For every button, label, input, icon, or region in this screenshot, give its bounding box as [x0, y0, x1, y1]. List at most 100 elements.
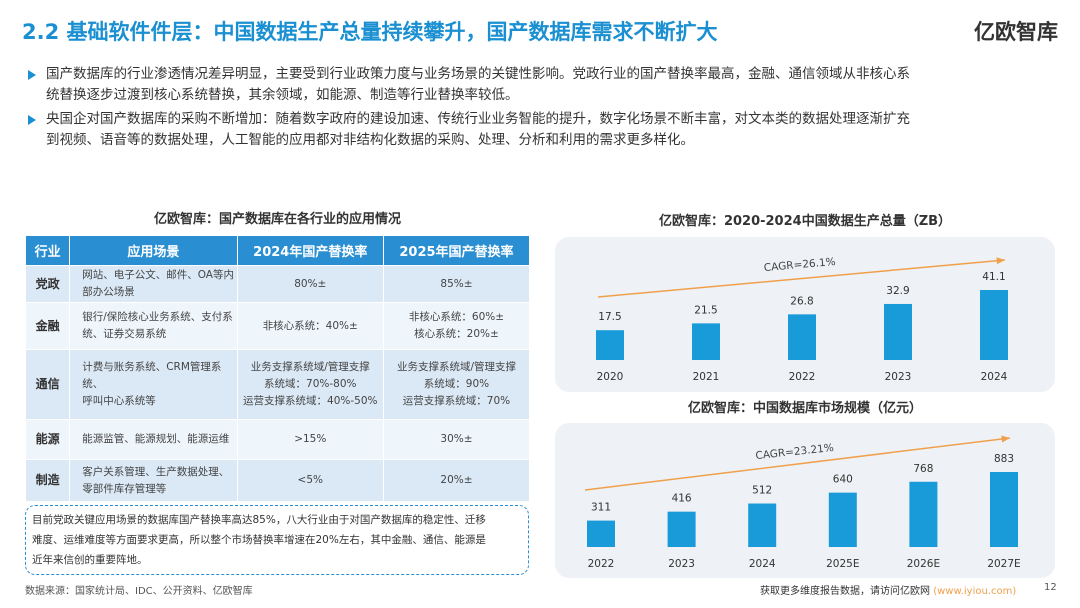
bullet-marker	[28, 70, 36, 80]
cell-line: 20%±	[440, 474, 473, 486]
table-cell: 银行/保险核心业务系统、支付系 统、证券交易系统	[69, 302, 238, 350]
chart-title: 亿欧智库：2020-2024中国数据生产总量（ZB）	[658, 214, 952, 229]
table-cell: 客户关系管理、生产数据处理、 零部件库存管理等	[69, 459, 238, 502]
table-row: 制造 客户关系管理、生产数据处理、 零部件库存管理等 <5% 20%±	[24, 459, 531, 502]
cell-line: >15%	[294, 433, 327, 445]
cell-line: 银行/保险核心业务系统、支付系	[82, 311, 233, 323]
industry-cell: 党政	[24, 265, 71, 303]
bullet: 央国企对国产数据库的采购不断增加：随着数字政府的建设加速、传统行业业务智能的提升…	[28, 109, 910, 151]
table-cell: 网站、电子公文、邮件、OA等内 部办公场景	[69, 265, 238, 303]
cell-line: <5%	[297, 474, 323, 486]
cell-line: 业务支撑系统域/管理支撑	[396, 361, 516, 373]
bar	[990, 472, 1018, 547]
footer-text: 获取更多维度报告数据，请访问亿欧网	[760, 586, 930, 597]
cell-line: 运营支撑系统域：70%	[402, 395, 511, 407]
table-cell: 能源监管、能源规划、能源运维	[69, 419, 238, 460]
header-cell: 2025年国产替换率	[382, 235, 531, 266]
table-cell: 非核心系统：40%±	[236, 302, 384, 350]
bullet-marker	[28, 115, 36, 125]
table-row: 通信 计费与账务系统、CRM管理系统、 呼叫中心系统等 业务支撑系统域/管理支撑 系统域…	[24, 349, 531, 420]
industry-cell: 能源	[24, 419, 71, 460]
footer-link[interactable]: (www.iyiou.com)	[933, 586, 1017, 597]
industry-cell: 制造	[24, 459, 71, 502]
x-tick-label: 2023	[668, 558, 695, 570]
chart-title: 亿欧智库：中国数据库市场规模（亿元）	[687, 401, 922, 416]
cell-line: 核心系统：20%±	[414, 328, 499, 340]
cell-line: 80%±	[294, 277, 327, 290]
value-label: 512	[752, 485, 772, 497]
table-cell: >15%	[236, 419, 384, 460]
trend-arrow	[597, 259, 1006, 298]
logo: 亿欧智库	[974, 20, 1058, 44]
cell-line: 计费与账务系统、CRM管理系统、	[82, 361, 222, 390]
trend-arrow	[584, 437, 1011, 491]
x-tick-label: 2024	[749, 558, 776, 570]
cell-line: 系统域：70%-80%	[264, 378, 357, 390]
industry-cell: 通信	[24, 349, 71, 420]
table-cell: <5%	[236, 459, 384, 502]
bar	[596, 330, 624, 360]
note-line: 难度、运维难度等方面要求更高，所以整个市场替换率增速在20%左右，其中金融、通信…	[32, 534, 486, 546]
value-label: 17.5	[598, 311, 621, 323]
cell-line: 能源监管、能源规划、能源运维	[82, 433, 230, 445]
page-number: 12	[1044, 582, 1057, 593]
value-label: 32.9	[886, 285, 909, 297]
table-row: 金融 银行/保险核心业务系统、支付系 统、证券交易系统 非核心系统：40%± 非核心系统…	[24, 302, 531, 350]
bullet-line: 到视频、语音等的数据处理，人工智能的应用都对非结构化数据的采购、处理、分析和利用…	[46, 132, 694, 148]
value-label: 768	[913, 463, 933, 475]
bar	[587, 520, 615, 547]
table: 行业 应用场景 2024年国产替换率 2025年国产替换率 党政 网站、电子公文、邮件、O…	[24, 235, 531, 502]
cell-line: 运营支撑系统域：40%-50%	[243, 395, 378, 407]
note-line: 目前党政关键应用场景的数据库国产替换率高达85%，八大行业由于对国产数据库的稳定…	[32, 514, 486, 526]
bar	[748, 503, 777, 547]
value-label: 640	[833, 474, 853, 486]
value-label: 883	[994, 453, 1014, 465]
footer: 获取更多维度报告数据，请访问亿欧网 (www.iyiou.com)	[760, 582, 1016, 597]
table-cell: 计费与账务系统、CRM管理系统、 呼叫中心系统等	[69, 349, 238, 420]
x-tick-label: 2022	[789, 371, 816, 383]
bullet-text: 央国企对国产数据库的采购不断增加：随着数字政府的建设加速、传统行业业务智能的提升…	[46, 109, 910, 151]
cell-line: 非核心系统：40%±	[262, 319, 358, 332]
bar	[884, 303, 912, 360]
page-title: 2.2 基础软件件层：中国数据生产总量持续攀升，国产数据库需求不断扩大	[22, 20, 718, 44]
table-row: 党政 网站、电子公文、邮件、OA等内 部办公场景 80%± 85%±	[24, 265, 531, 303]
bullet-line: 统替换逐步过渡到核心系统替换，其余领域，如能源、制造等行业替换率较低。	[46, 87, 519, 103]
industry-cell: 金融	[24, 302, 71, 350]
bar	[692, 323, 720, 360]
table-cell: 业务支撑系统域/管理支撑 系统域：90% 运营支撑系统域：70%	[382, 349, 531, 420]
source: 数据来源：国家统计局、IDC、公开资料、亿欧智库	[25, 586, 253, 597]
x-tick-label: 2026E	[907, 558, 940, 570]
header-cell: 行业	[24, 235, 71, 266]
bullet: 国产数据库的行业渗透情况差异明显，主要受到行业政策力度与业务场景的关键性影响。党…	[28, 64, 910, 106]
bar	[909, 481, 938, 547]
cell-line: 85%±	[440, 277, 473, 290]
bar	[980, 290, 1008, 360]
x-tick-label: 2022	[588, 558, 615, 570]
arrow-head	[1001, 435, 1010, 443]
bullet-line: 央国企对国产数据库的采购不断增加：随着数字政府的建设加速、传统行业业务智能的提升…	[46, 111, 910, 127]
table-cell: 20%±	[382, 459, 531, 502]
x-tick-label: 2027E	[987, 558, 1020, 570]
cell-line: 网站、电子公文、邮件、OA等内	[82, 269, 234, 281]
value-label: 21.5	[694, 304, 717, 316]
cell-line: 非核心系统：60%±	[408, 311, 505, 323]
cell-line: 业务支撑系统域/管理支撑	[250, 361, 370, 373]
table-cell: 85%±	[382, 265, 531, 303]
cell-line: 客户关系管理、生产数据处理、	[82, 465, 230, 478]
bar	[788, 314, 816, 360]
table-cell: 非核心系统：60%± 核心系统：20%±	[382, 302, 531, 350]
table-cell: 业务支撑系统域/管理支撑 系统域：70%-80% 运营支撑系统域：40%-50%	[236, 349, 384, 420]
cell-line: 部办公场景	[82, 286, 135, 298]
arrow-head	[996, 257, 1005, 265]
x-tick-label: 2023	[885, 371, 912, 383]
bar	[828, 492, 857, 547]
table-cell: 80%±	[236, 265, 384, 303]
table-title: 亿欧智库：国产数据库在各行业的应用情况	[153, 212, 401, 227]
header-cell: 2024年国产替换率	[236, 235, 384, 266]
bar	[667, 511, 696, 547]
x-tick-label: 2020	[597, 371, 624, 383]
cell-line: 30%±	[440, 433, 473, 445]
value-label: 26.8	[790, 295, 813, 307]
